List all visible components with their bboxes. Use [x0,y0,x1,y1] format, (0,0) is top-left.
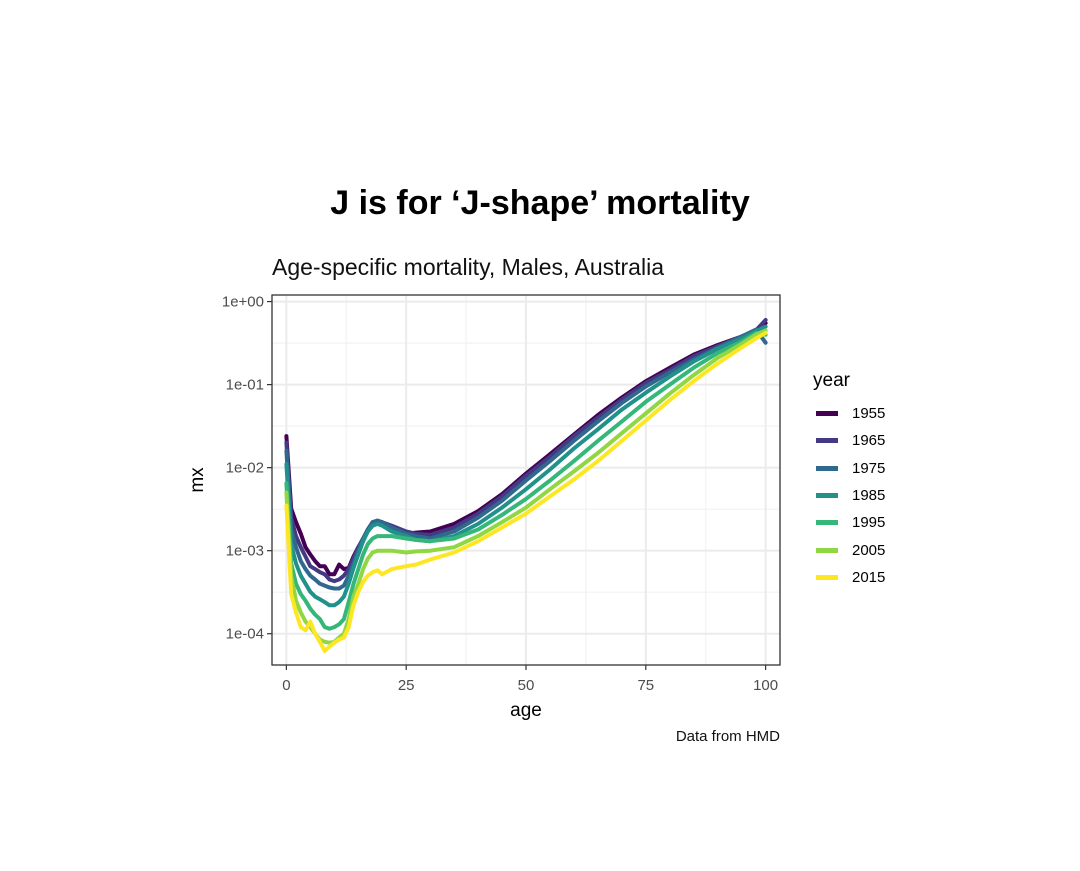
legend-key [816,547,838,553]
legend-title: year [813,370,850,391]
legend-key [816,465,838,471]
legend-item-2015: 2015 [813,564,885,591]
x-tick-label: 75 [637,677,654,694]
legend-label: 1955 [852,405,886,423]
x-tick-label: 25 [398,677,415,694]
series-line-1995 [284,330,768,631]
legend-item-1975: 1975 [813,455,885,482]
legend-item-1955: 1955 [813,400,885,427]
page-title: J is for ‘J-shape’ mortality [330,184,750,222]
legend-item-1995: 1995 [813,509,885,536]
legend-label: 1985 [852,487,886,505]
series-line-1975 [284,327,768,591]
x-tick-label: 100 [753,677,778,694]
legend-label: 2015 [852,568,886,586]
x-axis-label: age [510,700,542,721]
x-tick-label: 0 [282,677,290,694]
legend-label: 2005 [852,541,886,559]
legend-item-1985: 1985 [813,482,885,509]
x-tick-label: 50 [518,677,535,694]
y-axis-label: mx [187,467,208,493]
legend-item-2005: 2005 [813,536,885,563]
y-tick-label: 1e+00 [222,294,264,311]
legend-label: 1975 [852,459,886,477]
legend-item-1965: 1965 [813,427,885,454]
y-tick-label: 1e-03 [226,543,264,560]
chart-subtitle: Age-specific mortality, Males, Australia [272,254,664,280]
legend-key [816,574,838,580]
legend-key [816,493,838,499]
legend-label: 1965 [852,432,886,450]
y-tick-label: 1e-04 [226,626,264,643]
caption: Data from HMD [675,728,780,745]
series-line-2015 [284,330,768,653]
legend-key [816,438,838,444]
legend-key [816,411,838,417]
y-tick-label: 1e-01 [226,377,264,394]
legend: year 1955 1965 1975 1985 1995 2005 2015 [813,370,885,591]
y-tick-label: 1e-02 [226,460,264,477]
legend-label: 1995 [852,514,886,532]
series-line-1985 [284,324,768,608]
legend-key [816,520,838,526]
